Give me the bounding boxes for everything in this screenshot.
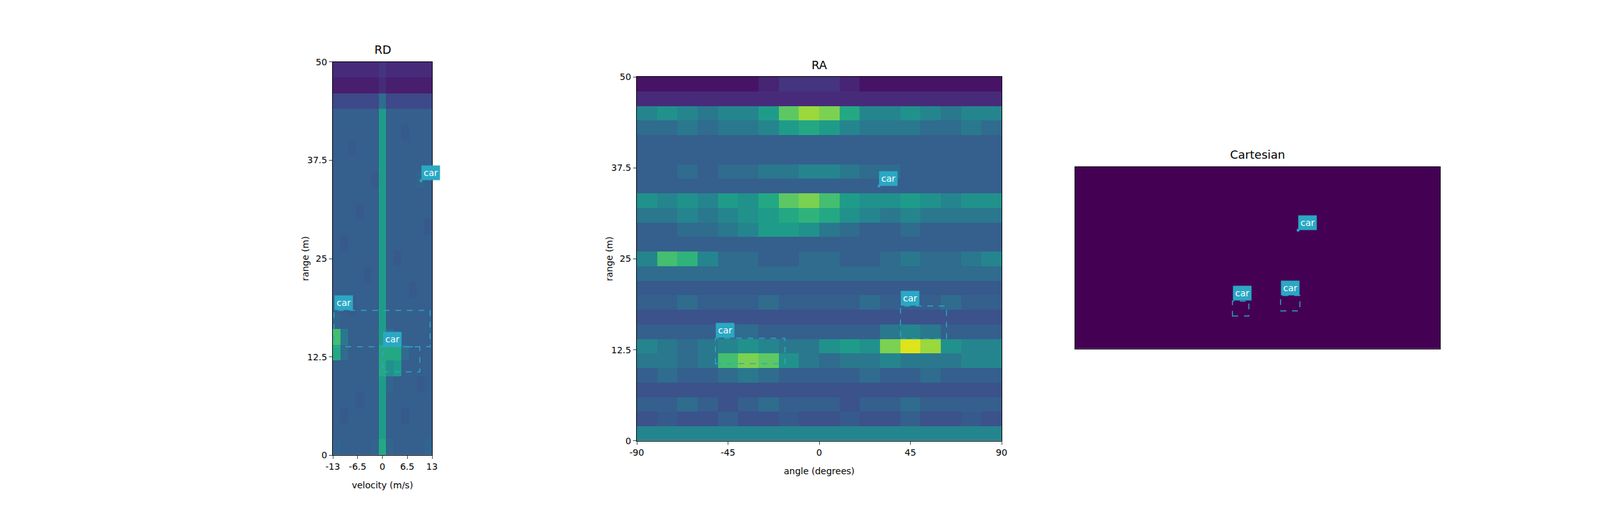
svg-text:37.5: 37.5: [307, 154, 328, 166]
svg-text:car: car: [1300, 217, 1315, 228]
svg-text:car: car: [718, 325, 733, 336]
svg-text:13: 13: [426, 461, 438, 472]
svg-text:Cartesian: Cartesian: [1230, 147, 1286, 162]
svg-text:25: 25: [619, 253, 632, 264]
svg-text:50: 50: [315, 56, 328, 68]
svg-text:-6.5: -6.5: [348, 461, 367, 472]
svg-text:-45: -45: [720, 447, 736, 458]
svg-text:45: 45: [904, 447, 917, 458]
svg-text:0: 0: [816, 447, 823, 458]
svg-text:car: car: [336, 297, 351, 308]
svg-text:angle (degrees): angle (degrees): [784, 465, 856, 477]
svg-text:range (m): range (m): [604, 236, 615, 282]
svg-text:car: car: [1235, 288, 1250, 299]
svg-text:6.5: 6.5: [400, 461, 415, 472]
svg-text:12.5: 12.5: [307, 352, 328, 363]
svg-text:car: car: [385, 334, 400, 345]
svg-text:RD: RD: [374, 42, 392, 57]
svg-text:velocity (m/s): velocity (m/s): [352, 480, 414, 491]
svg-text:0: 0: [379, 461, 386, 472]
svg-text:0: 0: [625, 435, 632, 447]
svg-text:RA: RA: [811, 58, 828, 72]
svg-text:-90: -90: [629, 447, 645, 458]
svg-text:12.5: 12.5: [611, 344, 632, 356]
svg-text:car: car: [903, 293, 918, 304]
svg-text:90: 90: [995, 447, 1008, 458]
svg-text:25: 25: [315, 253, 328, 264]
svg-text:37.5: 37.5: [611, 162, 632, 173]
svg-text:-13: -13: [325, 461, 341, 472]
svg-text:50: 50: [619, 71, 632, 82]
svg-text:car: car: [881, 173, 896, 184]
svg-text:range (m): range (m): [300, 236, 311, 281]
svg-text:0: 0: [321, 449, 328, 461]
svg-text:car: car: [423, 167, 438, 178]
svg-text:car: car: [1283, 282, 1298, 294]
